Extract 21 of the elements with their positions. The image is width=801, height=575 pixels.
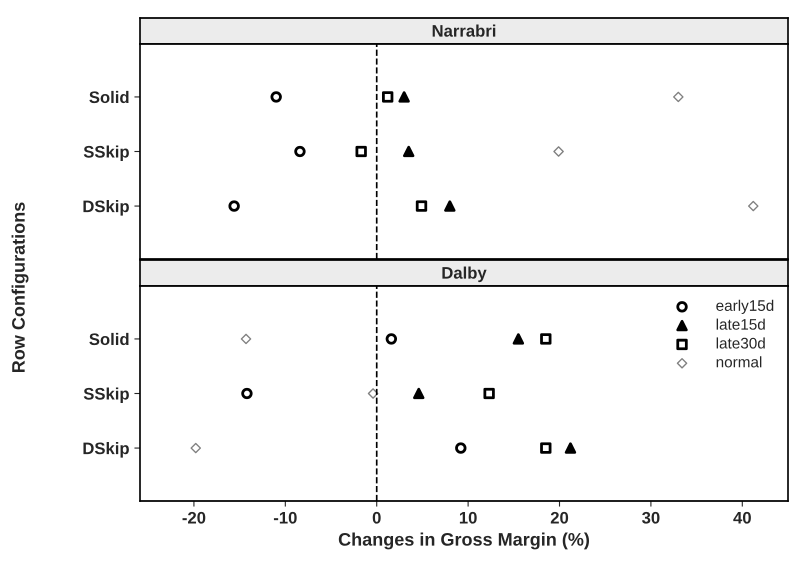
legend-label: normal	[716, 356, 762, 368]
y-tick-label: Solid	[89, 90, 128, 104]
y-axis-title: Row Configurations	[12, 202, 28, 372]
x-tick-label: 0	[372, 512, 381, 524]
y-tick-label: SSkip	[84, 387, 129, 403]
x-tick-label: -20	[182, 512, 206, 524]
chart-title: Narrabri	[432, 24, 496, 37]
y-tick-label: DSkip	[83, 442, 129, 458]
y-tick-label: Solid	[89, 332, 128, 346]
y-tick-label: SSkip	[84, 145, 129, 161]
chart-title: Dalby	[442, 266, 487, 282]
x-axis-title: Changes in Gross Margin (%)	[338, 532, 590, 550]
legend-label: early15d	[716, 300, 774, 314]
x-tick-label: 20	[550, 512, 568, 524]
legend-label: late30d	[716, 337, 765, 349]
x-tick-label: 40	[733, 512, 751, 524]
x-tick-label: -10	[274, 512, 297, 524]
legend-label: late15d	[716, 318, 765, 330]
x-tick-label: 30	[642, 512, 660, 524]
x-tick-label: 10	[460, 512, 477, 524]
y-tick-label: DSkip	[83, 200, 129, 216]
